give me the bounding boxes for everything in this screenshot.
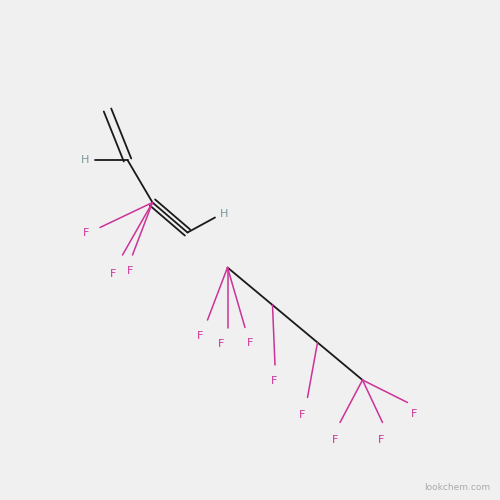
Text: F: F	[82, 228, 89, 237]
Text: H: H	[220, 209, 228, 219]
Text: F: F	[110, 269, 116, 279]
Text: F: F	[332, 435, 338, 445]
Text: F: F	[411, 409, 418, 419]
Text: F: F	[298, 410, 305, 420]
Text: F: F	[197, 331, 203, 341]
Text: lookchem.com: lookchem.com	[424, 484, 490, 492]
Text: F: F	[246, 338, 253, 348]
Text: F: F	[127, 266, 133, 276]
Text: F: F	[218, 339, 224, 349]
Text: H: H	[80, 155, 89, 165]
Text: F: F	[271, 376, 277, 386]
Text: F: F	[378, 435, 384, 445]
